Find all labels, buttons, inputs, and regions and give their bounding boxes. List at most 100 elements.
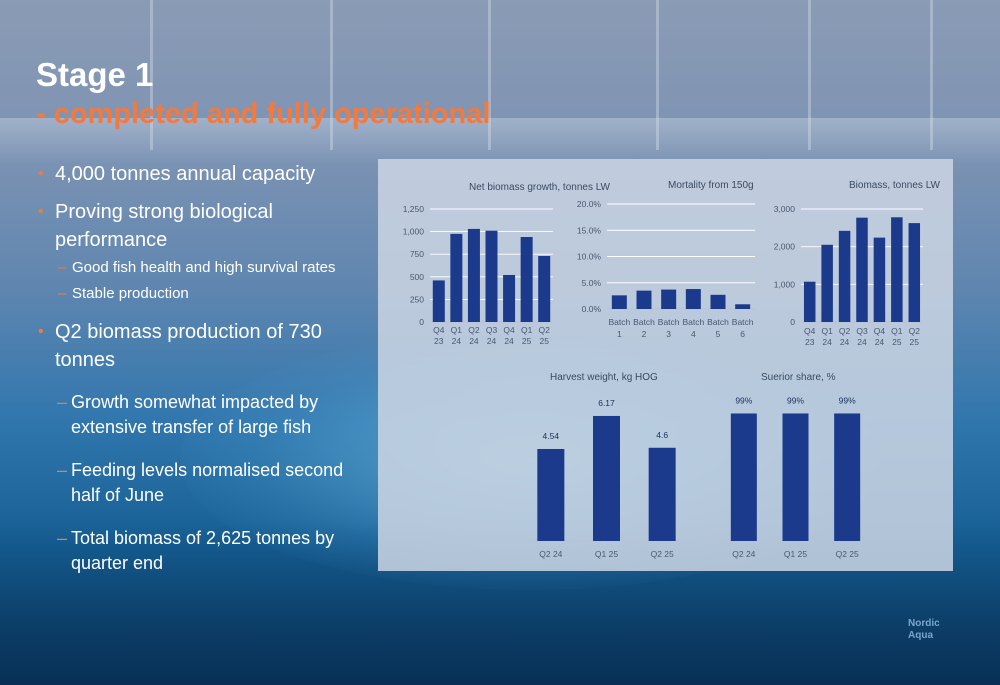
x-tick-label: Q1 [451,325,463,335]
y-tick-label: 1,250 [403,204,425,214]
x-tick-label: Q4 [874,326,886,336]
bar [710,294,726,309]
x-tick-label: Q1 25 [784,549,807,559]
charts-svg: Net biomass growth, tonnes LW02505007501… [403,180,941,559]
x-tick-label: Batch [707,317,729,327]
bar [735,304,751,309]
x-tick-label: 23 [805,337,815,347]
x-tick-label: Q3 [486,325,498,335]
x-tick-label: 24 [822,337,832,347]
bar [685,289,701,309]
x-tick-label: Q2 [539,325,551,335]
data-label: 4.6 [656,430,668,440]
chart-title: Harvest weight, kg HOG [550,372,658,383]
sub-bullet-item: Total biomass of 2,625 tonnes by quarter… [38,526,368,576]
y-tick-label: 0 [790,317,795,327]
bar [856,217,868,322]
x-tick-label: Q2 [468,325,480,335]
x-tick-label: Q1 [821,326,833,336]
chart-title: Biomass, tonnes LW [849,180,941,191]
bar [636,290,652,309]
y-tick-label: 1,000 [403,227,425,237]
chart-title: Suerior share, % [761,372,836,383]
x-tick-label: Batch [682,317,704,327]
bar [648,447,676,541]
y-tick-label: 3,000 [774,204,796,214]
data-label: 99% [735,395,752,405]
y-tick-label: 0.0% [582,304,602,314]
x-tick-label: 3 [666,329,671,339]
data-label: 99% [787,395,804,405]
x-tick-label: 23 [434,336,444,346]
y-tick-label: 2,000 [774,242,796,252]
bar [821,244,833,322]
x-tick-label: Batch [633,317,655,327]
x-tick-label: 4 [691,329,696,339]
bullet-item: 4,000 tonnes annual capacity [38,160,368,188]
logo-text: Nordic [908,618,940,629]
data-label: 4.54 [543,431,560,441]
x-tick-label: Batch [658,317,680,327]
y-tick-label: 1,000 [774,279,796,289]
x-tick-label: 25 [522,336,532,346]
bar [611,295,627,309]
x-tick-label: Q4 [503,325,515,335]
x-tick-label: 24 [469,336,479,346]
x-tick-label: 25 [892,337,902,347]
sub-bullet-item: Feeding levels normalised second half of… [38,458,368,508]
x-tick-label: Q1 [521,325,533,335]
x-tick-label: Q2 25 [836,549,859,559]
x-tick-label: 24 [504,336,514,346]
sub-bullet-item: Good fish health and high survival rates [38,256,368,280]
tank-pillar [930,0,933,150]
bullet-item: Q2 biomass production of 730 tonnes [38,318,368,374]
tank-rim [0,118,1000,164]
tank-pillar [150,0,153,150]
x-tick-label: Q1 25 [595,549,618,559]
page-subtitle: - completed and fully operational [36,98,491,130]
y-tick-label: 5.0% [582,278,602,288]
x-tick-label: 24 [840,337,850,347]
x-tick-label: Q4 [433,325,445,335]
x-tick-label: Q3 [856,326,868,336]
x-tick-label: Q2 24 [539,549,562,559]
x-tick-label: 24 [452,336,462,346]
tank-pillar [656,0,659,150]
bar [730,413,757,541]
y-tick-label: 15.0% [577,225,602,235]
bar [467,228,480,322]
y-tick-label: 250 [410,294,424,304]
bar [782,413,809,541]
x-tick-label: Q4 [804,326,816,336]
x-tick-label: 6 [740,329,745,339]
x-tick-label: Q2 [909,326,921,336]
bullet-item: Proving strong biological performance [38,198,368,254]
x-tick-label: Batch [608,317,630,327]
x-tick-label: 24 [857,337,867,347]
tank-pillar [808,0,811,150]
bar [450,233,463,322]
chart-title: Mortality from 150g [668,180,754,191]
bar [838,230,851,322]
bar [891,217,903,322]
bar [503,274,516,322]
y-tick-label: 10.0% [577,252,602,262]
sub-bullet-item: Growth somewhat impacted by extensive tr… [38,390,368,440]
tank-pillar [488,0,491,150]
x-tick-label: Q2 25 [651,549,674,559]
y-tick-label: 20.0% [577,199,602,209]
y-tick-label: 0 [419,317,424,327]
x-tick-label: Q2 24 [732,549,755,559]
bar [873,237,886,322]
bar [537,448,565,541]
x-tick-label: Batch [732,317,754,327]
bar [520,237,533,322]
company-logo: Nordic Aqua [908,618,968,642]
bullet-list: 4,000 tonnes annual capacity Proving str… [38,160,368,576]
x-tick-label: 25 [539,336,549,346]
x-tick-label: 2 [642,329,647,339]
page-title: Stage 1 [36,56,154,93]
bar [538,256,551,322]
x-tick-label: 5 [716,329,721,339]
x-tick-label: Q2 [839,326,851,336]
